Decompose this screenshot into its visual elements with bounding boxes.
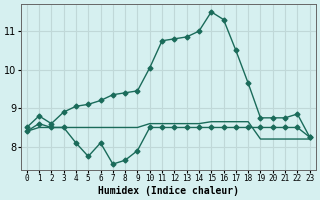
X-axis label: Humidex (Indice chaleur): Humidex (Indice chaleur) <box>98 186 239 196</box>
